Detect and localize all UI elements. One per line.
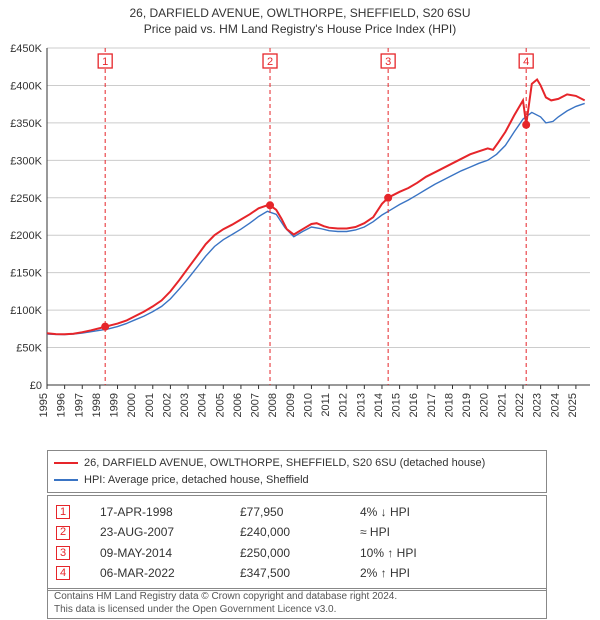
transaction-hpi: 10% ↑ HPI [360, 543, 470, 563]
transaction-marker: 2 [56, 526, 70, 540]
transaction-row: 4 06-MAR-2022 £347,500 2% ↑ HPI [56, 563, 538, 583]
svg-text:2008: 2008 [267, 393, 279, 417]
transaction-row: 2 23-AUG-2007 £240,000 ≈ HPI [56, 522, 538, 542]
legend-label-property: 26, DARFIELD AVENUE, OWLTHORPE, SHEFFIEL… [84, 455, 485, 472]
svg-text:£300K: £300K [10, 155, 42, 167]
svg-text:2016: 2016 [408, 393, 420, 417]
svg-text:£250K: £250K [10, 193, 42, 205]
svg-text:2014: 2014 [373, 393, 385, 417]
svg-text:2018: 2018 [443, 393, 455, 417]
svg-text:2013: 2013 [355, 393, 367, 417]
title-block: 26, DARFIELD AVENUE, OWLTHORPE, SHEFFIEL… [0, 0, 600, 36]
transaction-marker: 1 [56, 505, 70, 519]
transaction-hpi: ≈ HPI [360, 522, 470, 542]
svg-text:1996: 1996 [56, 393, 68, 417]
svg-text:2019: 2019 [461, 393, 473, 417]
svg-text:1999: 1999 [109, 393, 121, 417]
title-subtitle: Price paid vs. HM Land Registry's House … [0, 22, 600, 36]
svg-text:2020: 2020 [479, 393, 491, 417]
svg-text:2021: 2021 [496, 393, 508, 417]
svg-text:1: 1 [102, 56, 108, 68]
transaction-price: £347,500 [240, 563, 330, 583]
svg-text:2012: 2012 [338, 393, 350, 417]
transaction-hpi: 2% ↑ HPI [360, 563, 470, 583]
legend-label-hpi: HPI: Average price, detached house, Shef… [84, 472, 309, 489]
transaction-date: 09-MAY-2014 [100, 543, 210, 563]
svg-text:2010: 2010 [302, 393, 314, 417]
series-hpi [47, 103, 585, 334]
transaction-marker: 3 [56, 546, 70, 560]
attribution-line2: This data is licensed under the Open Gov… [54, 604, 540, 617]
svg-text:2007: 2007 [250, 393, 262, 417]
chart-svg: £0 £50K £100K £150K £200K £250K £300K £350K £400… [0, 40, 600, 440]
transactions-table: 1 17-APR-1998 £77,950 4% ↓ HPI 2 23-AUG-2007 £… [47, 495, 547, 591]
svg-text:1995: 1995 [38, 393, 50, 417]
series-property [47, 80, 585, 335]
transaction-date: 17-APR-1998 [100, 502, 210, 522]
svg-text:2009: 2009 [285, 393, 297, 417]
figure-container: 26, DARFIELD AVENUE, OWLTHORPE, SHEFFIEL… [0, 0, 600, 620]
attribution: Contains HM Land Registry data © Crown c… [47, 588, 547, 619]
legend-item-property: 26, DARFIELD AVENUE, OWLTHORPE, SHEFFIEL… [54, 455, 540, 472]
svg-text:2015: 2015 [391, 393, 403, 417]
svg-text:2002: 2002 [161, 393, 173, 417]
transaction-price: £77,950 [240, 502, 330, 522]
attribution-line1: Contains HM Land Registry data © Crown c… [54, 591, 540, 604]
legend-item-hpi: HPI: Average price, detached house, Shef… [54, 472, 540, 489]
svg-text:2005: 2005 [214, 393, 226, 417]
svg-text:2006: 2006 [232, 393, 244, 417]
svg-text:2024: 2024 [549, 393, 561, 417]
svg-text:2000: 2000 [126, 393, 138, 417]
svg-text:£350K: £350K [10, 118, 42, 130]
transaction-price: £250,000 [240, 543, 330, 563]
transaction-marker: 4 [56, 566, 70, 580]
legend-swatch-hpi [54, 479, 78, 481]
svg-text:2: 2 [267, 56, 273, 68]
chart-area: £0 £50K £100K £150K £200K £250K £300K £350K £400… [0, 40, 600, 440]
svg-text:£200K: £200K [10, 230, 42, 242]
transaction-price: £240,000 [240, 522, 330, 542]
svg-text:£150K: £150K [10, 268, 42, 280]
svg-text:£450K: £450K [10, 43, 42, 55]
legend: 26, DARFIELD AVENUE, OWLTHORPE, SHEFFIEL… [47, 450, 547, 493]
svg-text:2025: 2025 [567, 393, 579, 417]
svg-text:2017: 2017 [426, 393, 438, 417]
svg-text:1998: 1998 [91, 393, 103, 417]
svg-text:2022: 2022 [514, 393, 526, 417]
svg-text:£50K: £50K [16, 343, 42, 355]
legend-swatch-property [54, 462, 78, 464]
svg-text:2003: 2003 [179, 393, 191, 417]
svg-text:£400K: £400K [10, 80, 42, 92]
svg-text:1997: 1997 [73, 393, 85, 417]
svg-text:3: 3 [385, 56, 391, 68]
transaction-date: 06-MAR-2022 [100, 563, 210, 583]
svg-text:£0: £0 [30, 380, 42, 392]
svg-text:2023: 2023 [532, 393, 544, 417]
svg-text:4: 4 [523, 56, 529, 68]
transaction-hpi: 4% ↓ HPI [360, 502, 470, 522]
title-address: 26, DARFIELD AVENUE, OWLTHORPE, SHEFFIEL… [0, 6, 600, 20]
transaction-row: 3 09-MAY-2014 £250,000 10% ↑ HPI [56, 543, 538, 563]
svg-text:2001: 2001 [144, 393, 156, 417]
svg-text:2004: 2004 [197, 393, 209, 417]
svg-text:£100K: £100K [10, 305, 42, 317]
transaction-row: 1 17-APR-1998 £77,950 4% ↓ HPI [56, 502, 538, 522]
transaction-date: 23-AUG-2007 [100, 522, 210, 542]
svg-text:2011: 2011 [320, 393, 332, 417]
